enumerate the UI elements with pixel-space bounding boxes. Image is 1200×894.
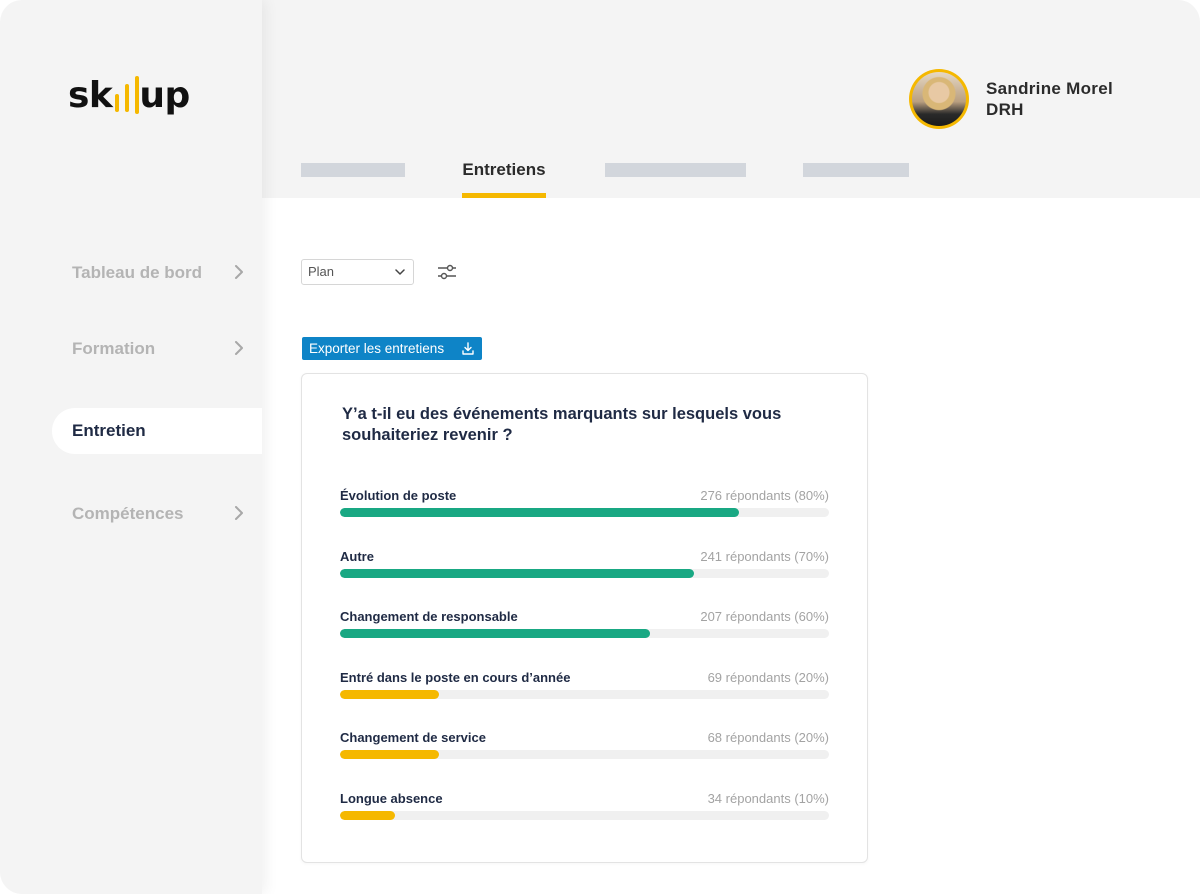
header: Sandrine Morel DRH Entretiens [262,0,1200,198]
answer-bar-fill [340,750,439,759]
answer-bar-track [340,629,829,638]
answer-label: Évolution de poste [340,488,457,503]
answer-bar-fill [340,690,439,699]
tab-active-indicator [462,193,546,198]
user-role: DRH [986,100,1024,119]
answer-row: Changement de responsable 207 répondants… [340,609,829,649]
export-button-label: Exporter les entretiens [309,341,445,356]
sidebar-item-label: Formation [72,339,156,358]
user-name: Sandrine Morel [986,79,1114,98]
sidebar-item-label: Compétences [72,504,184,523]
logo-text: sk up [68,78,190,114]
logo-text-sk: sk [68,75,113,116]
sliders-icon[interactable] [437,263,457,281]
chevron-down-icon [395,269,405,275]
sidebar-item-entretien[interactable]: Entretien [52,408,262,454]
answer-row: Autre 241 répondants (70%) [340,549,829,589]
sidebar-item-tableau-de-bord[interactable]: Tableau de bord [52,250,262,296]
chevron-right-icon [235,341,243,355]
tab-placeholder-3[interactable] [803,163,909,177]
plan-select[interactable]: Plan [301,259,414,285]
avatar[interactable] [909,69,969,129]
sidebar-item-label: Entretien [72,421,146,440]
answer-bar-track [340,508,829,517]
logo-bars-icon [115,76,145,114]
sidebar-item-competences[interactable]: Compétences [52,491,262,537]
answer-bar-fill [340,629,650,638]
answer-row: Évolution de poste 276 répondants (80%) [340,488,829,528]
question-title: Y’a t-il eu des événements marquants sur… [342,405,782,444]
answer-label: Longue absence [340,791,443,806]
answer-bar-track [340,690,829,699]
answer-row: Entré dans le poste en cours d’année 69 … [340,670,829,710]
answer-bar-track [340,569,829,578]
chevron-right-icon [235,265,243,279]
answer-bar-track [340,811,829,820]
download-icon [462,342,474,355]
sidebar-item-label: Tableau de bord [72,263,203,282]
answer-bar-fill [340,508,739,517]
tab-placeholder-1[interactable] [301,163,405,177]
chevron-right-icon [235,506,243,520]
answer-row: Longue absence 34 répondants (10%) [340,791,829,831]
answer-count: 207 répondants (60%) [700,609,829,624]
sidebar: sk up Tableau de bord Formation Entretien… [0,0,262,894]
answer-count: 276 répondants (80%) [700,488,829,503]
question-results-card: Y’a t-il eu des événements marquants sur… [301,373,868,863]
tab-entretiens[interactable]: Entretiens [462,160,546,179]
logo-text-up: up [139,75,190,116]
answer-count: 34 répondants (10%) [707,791,829,806]
answer-count: 68 répondants (20%) [707,730,829,745]
answer-bar-fill [340,811,395,820]
answer-count: 241 répondants (70%) [700,549,829,564]
answer-label: Changement de responsable [340,609,518,624]
answer-count: 69 répondants (20%) [707,670,829,685]
answer-bar-fill [340,569,694,578]
answer-label: Entré dans le poste en cours d’année [340,670,571,685]
tab-placeholder-2[interactable] [605,163,746,177]
export-interviews-button[interactable]: Exporter les entretiens [302,337,482,360]
answer-row: Changement de service 68 répondants (20%… [340,730,829,770]
plan-select-value: Plan [308,264,335,279]
answer-label: Changement de service [340,730,486,745]
answer-bar-track [340,750,829,759]
sidebar-item-formation[interactable]: Formation [52,326,262,372]
answer-label: Autre [340,549,374,564]
avatar-photo [912,72,966,126]
